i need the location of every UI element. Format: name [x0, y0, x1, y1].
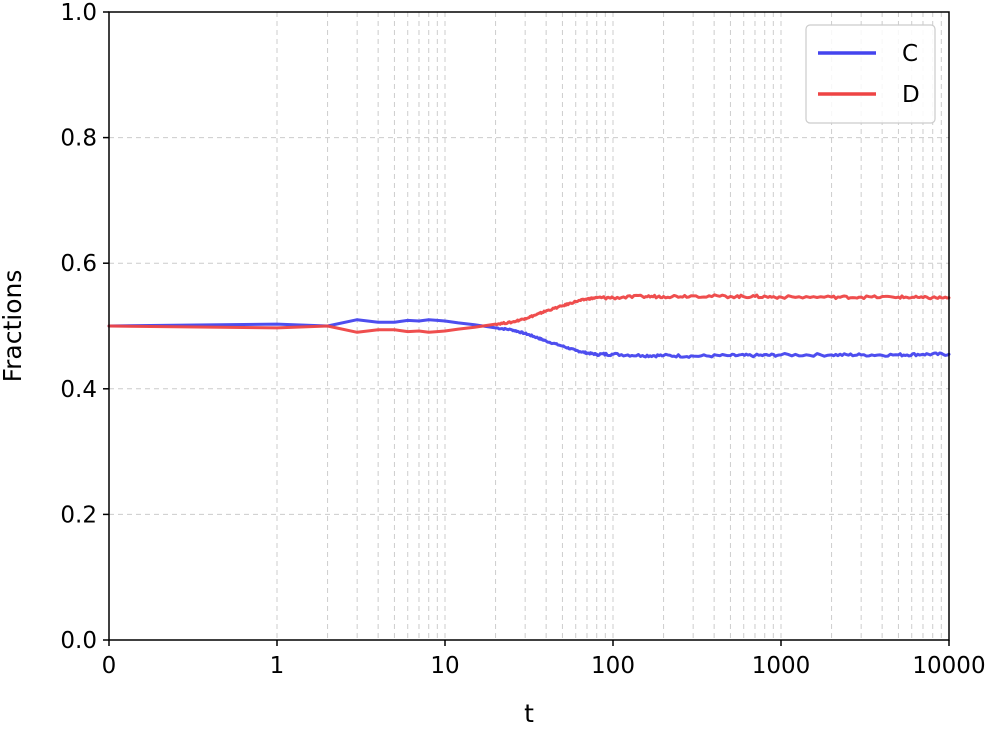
x-tick-label: 10 — [430, 653, 459, 679]
y-tick-label: 0.6 — [60, 251, 97, 277]
axis-ticks: 0 1 10 100 1000 10000 0.0 0.2 0.4 0.6 0.8 1.0 — [60, 0, 985, 679]
x-tick-label: 10000 — [912, 653, 985, 679]
x-tick-label: 0 — [102, 653, 117, 679]
series-line-D — [107, 293, 951, 334]
y-axis-label: Fractions — [0, 270, 27, 383]
x-tick-label: 1 — [270, 653, 285, 679]
legend-label-C: C — [902, 41, 918, 67]
legend: CD — [805, 24, 936, 124]
y-tick-label: 0.8 — [60, 126, 97, 152]
x-tick-label: 1000 — [752, 653, 811, 679]
plot-frame — [108, 11, 950, 641]
x-tick-label: 100 — [591, 653, 635, 679]
y-tick-label: 0.0 — [60, 628, 97, 654]
legend-box — [805, 24, 936, 124]
y-tick-label: 0.4 — [60, 377, 97, 403]
series-group — [107, 293, 951, 359]
legend-label-D: D — [902, 82, 920, 108]
y-tick-label: 0.2 — [60, 502, 97, 528]
y-tick-label: 1.0 — [60, 0, 97, 26]
x-axis-label: t — [524, 699, 534, 728]
series-line-C — [107, 318, 951, 359]
